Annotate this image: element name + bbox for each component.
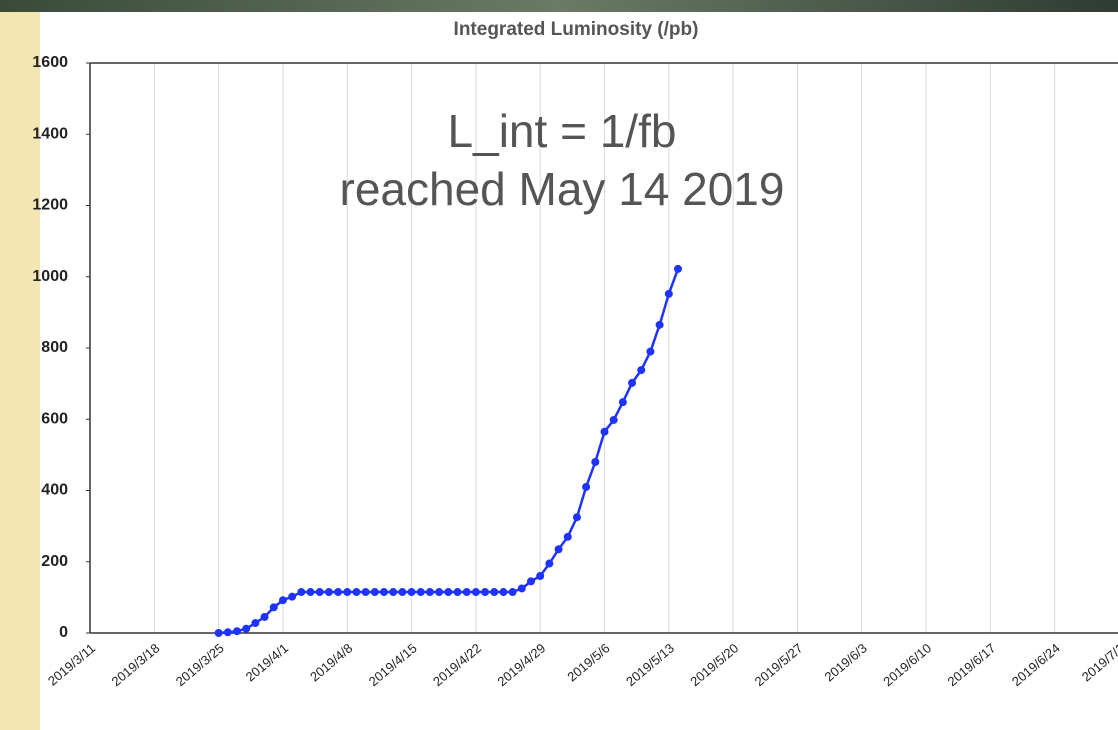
data-point [646, 347, 655, 356]
data-point [444, 588, 453, 597]
y-tick-label: 200 [41, 553, 68, 570]
data-point [242, 624, 251, 633]
y-tick-label: 400 [41, 482, 68, 499]
data-point [572, 513, 581, 522]
data-point [214, 629, 223, 637]
chart-title: Integrated Luminosity (/pb) [454, 19, 699, 40]
data-point [407, 588, 416, 597]
data-point [462, 588, 471, 597]
data-point [471, 588, 480, 597]
data-point [582, 482, 591, 491]
data-point [481, 588, 490, 597]
data-point [435, 588, 444, 597]
data-point [655, 320, 664, 329]
data-point [545, 559, 554, 568]
data-point [389, 588, 398, 597]
data-point [398, 588, 407, 597]
data-point [352, 588, 361, 597]
y-tick-label: 1200 [32, 197, 68, 214]
data-point [269, 603, 278, 612]
y-tick-label: 800 [41, 339, 68, 356]
data-point [637, 366, 646, 375]
y-tick-label: 0 [59, 624, 68, 641]
data-point [370, 588, 379, 597]
data-point [297, 588, 306, 597]
data-point [361, 588, 370, 597]
data-point [664, 289, 673, 298]
data-point [306, 588, 315, 597]
data-point [380, 588, 388, 597]
data-point [499, 588, 508, 597]
data-point [343, 588, 352, 597]
data-point [416, 588, 425, 597]
data-point [490, 588, 499, 597]
data-point [609, 415, 618, 424]
data-point [260, 612, 269, 621]
data-point [563, 532, 572, 541]
data-point [453, 588, 462, 597]
photo-strip [0, 0, 1118, 12]
y-tick-label: 1600 [32, 54, 68, 71]
data-point [628, 378, 637, 387]
data-point [315, 588, 324, 597]
y-tick-label: 600 [41, 410, 68, 427]
data-point [324, 588, 333, 597]
data-point [591, 458, 600, 466]
data-point [223, 628, 232, 637]
y-tick-label: 1000 [32, 268, 68, 285]
data-point [600, 427, 609, 436]
data-point [618, 398, 627, 407]
data-point [233, 627, 241, 636]
y-tick-label: 1400 [32, 125, 68, 142]
data-point [674, 264, 682, 273]
data-point [278, 596, 287, 605]
data-point [425, 588, 434, 597]
data-point [251, 619, 260, 628]
annotation: reached May 14 2019 [340, 163, 785, 215]
data-point [527, 577, 535, 586]
data-point [508, 588, 517, 597]
data-point [517, 584, 526, 593]
data-point [554, 545, 563, 554]
data-point [334, 588, 343, 597]
data-point [288, 592, 297, 601]
data-point [536, 572, 545, 580]
annotation: L_int = 1/fb [448, 105, 677, 157]
chart-background [40, 12, 1118, 730]
